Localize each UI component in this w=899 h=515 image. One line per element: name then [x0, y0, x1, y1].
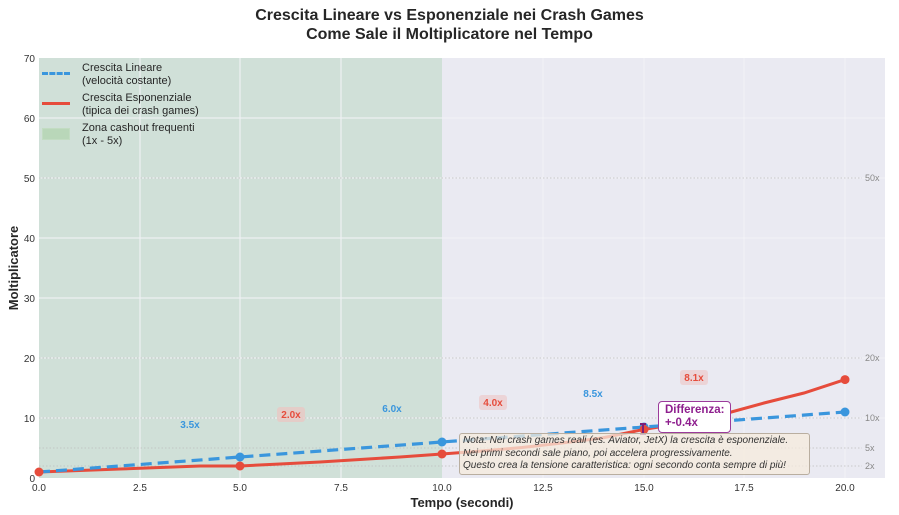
chart-title-line2: Come Sale il Moltiplicatore nel Tempo	[306, 26, 593, 43]
y-tick-labels: 0 10 20 30 40 50 60 70	[24, 54, 36, 485]
svg-text:20.0: 20.0	[835, 483, 855, 494]
exp-label-20: 8.1x	[684, 373, 704, 384]
svg-text:0.0: 0.0	[32, 483, 46, 494]
linear-label-15: 8.5x	[583, 389, 603, 400]
chart-legend: Crescita Lineare (velocità costante) Cres…	[42, 62, 199, 152]
svg-text:40: 40	[24, 234, 36, 245]
y-axis-label: Moltiplicatore	[6, 226, 21, 311]
svg-text:70: 70	[24, 54, 36, 65]
point-labels: 3.5x 2.0x 6.0x 4.0x 8.5x 8.1x	[180, 370, 708, 431]
chart-title: Crescita Lineare vs Esponenziale nei Cra…	[0, 6, 899, 44]
svg-text:30: 30	[24, 294, 36, 305]
solid-line-swatch-icon	[42, 98, 70, 111]
linear-label-5: 3.5x	[180, 420, 200, 431]
note-box: Nota: Nei crash games reali (es. Aviator…	[459, 433, 810, 475]
exp-label-10: 4.0x	[483, 398, 503, 409]
svg-text:0: 0	[29, 474, 35, 485]
svg-text:50: 50	[24, 174, 36, 185]
x-tick-labels: 0.0 2.5 5.0 7.5 10.0 12.5 15.0 17.5 20.0	[32, 483, 855, 494]
reference-labels: 2x 5x 10x 20x 50x	[865, 173, 880, 471]
svg-text:20: 20	[24, 354, 36, 365]
dashed-line-swatch-icon	[42, 68, 70, 81]
svg-text:10: 10	[24, 414, 36, 425]
svg-text:2.5: 2.5	[133, 483, 147, 494]
linear-label-10: 6.0x	[382, 404, 402, 415]
ref-label-20x: 20x	[865, 353, 880, 363]
area-swatch-icon	[42, 128, 70, 141]
chart-title-line1: Crescita Lineare vs Esponenziale nei Cra…	[255, 7, 644, 24]
legend-item-linear: Crescita Lineare (velocità costante)	[42, 62, 199, 88]
ref-label-5x: 5x	[865, 443, 875, 453]
legend-item-zone: Zona cashout frequenti (1x - 5x)	[42, 122, 199, 148]
legend-item-exponential: Crescita Esponenziale (tipica dei crash g…	[42, 92, 199, 118]
svg-text:10.0: 10.0	[432, 483, 452, 494]
exp-label-5: 2.0x	[281, 410, 301, 421]
ref-label-10x: 10x	[865, 413, 880, 423]
svg-text:12.5: 12.5	[533, 483, 553, 494]
difference-callout: Differenza: +-0.4x	[658, 401, 732, 433]
vertical-gridlines	[139, 58, 846, 478]
ref-label-50x: 50x	[865, 173, 880, 183]
svg-text:60: 60	[24, 114, 36, 125]
ref-label-2x: 2x	[865, 461, 875, 471]
svg-text:15.0: 15.0	[634, 483, 654, 494]
svg-text:7.5: 7.5	[334, 483, 348, 494]
svg-text:5.0: 5.0	[233, 483, 247, 494]
svg-text:17.5: 17.5	[734, 483, 754, 494]
x-axis-label: Tempo (secondi)	[410, 495, 513, 510]
